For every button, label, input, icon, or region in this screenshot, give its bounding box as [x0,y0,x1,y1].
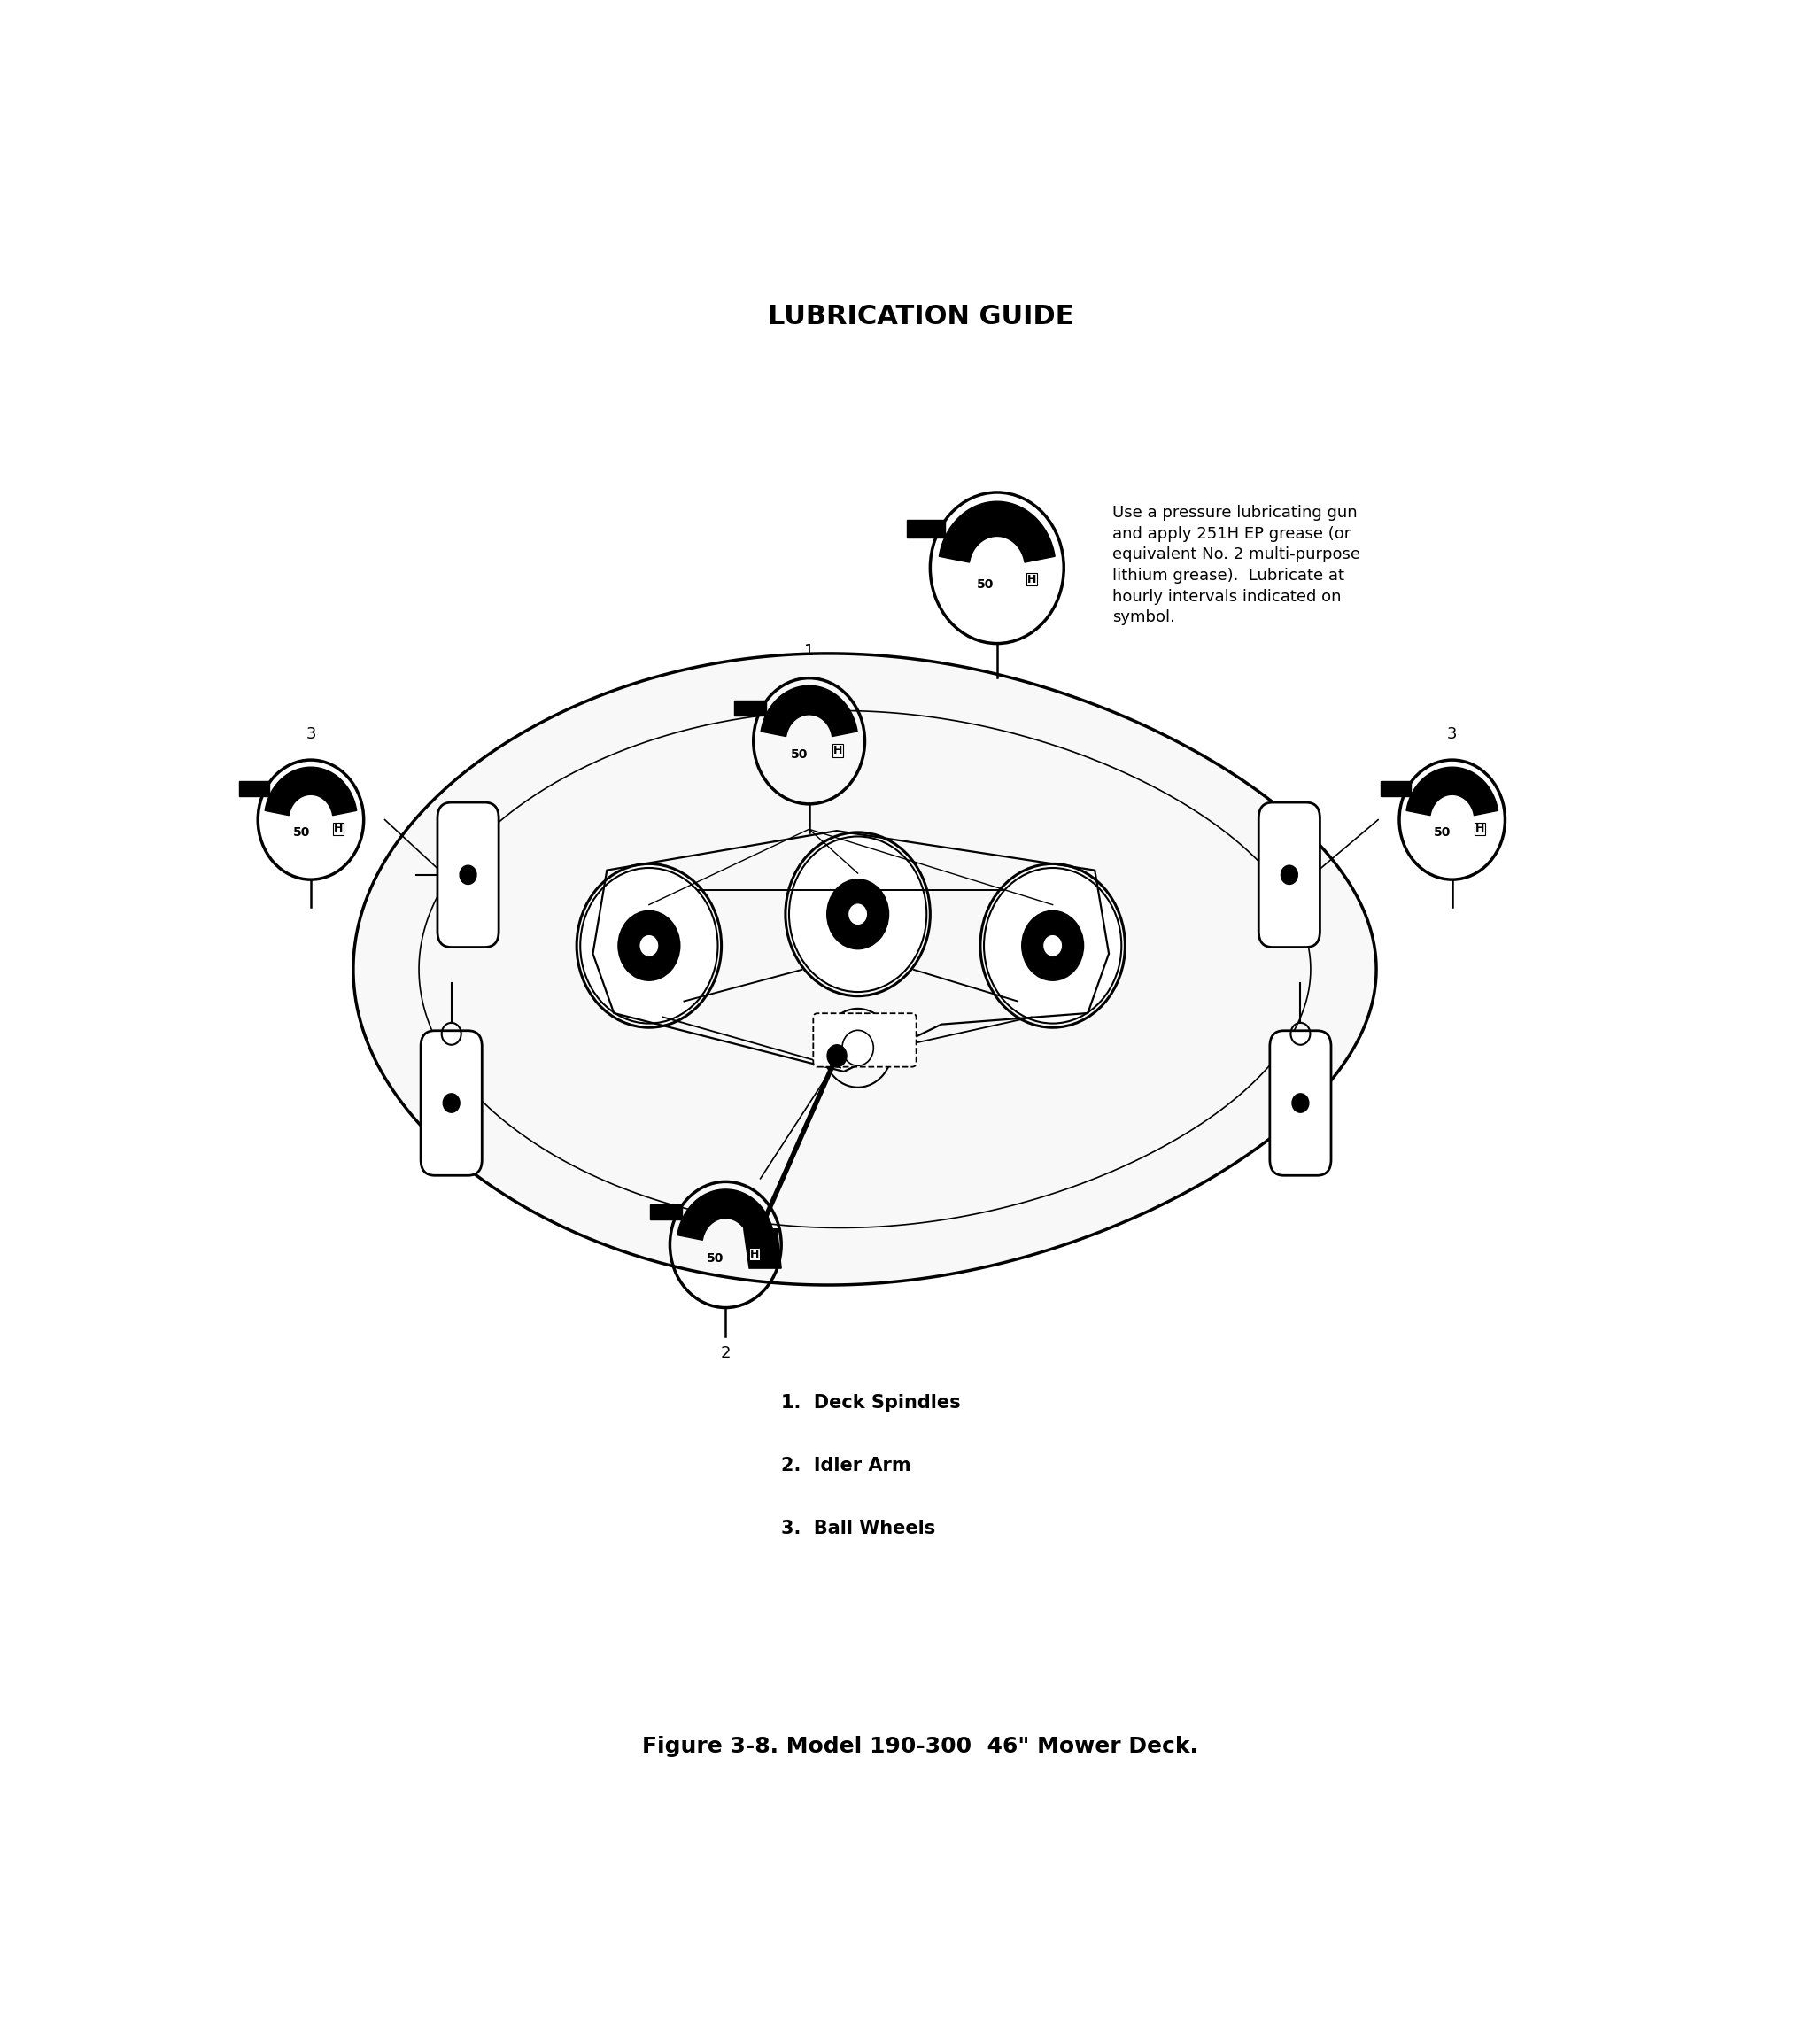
Circle shape [1022,912,1083,981]
Text: 3.  Ball Wheels: 3. Ball Wheels [781,1521,936,1537]
Circle shape [828,879,889,948]
Text: 2.  Idler Arm: 2. Idler Arm [781,1457,911,1476]
Polygon shape [354,654,1376,1286]
FancyBboxPatch shape [420,1030,481,1175]
Text: Use a pressure lubricating gun
and apply 251H EP grease (or
equivalent No. 2 mul: Use a pressure lubricating gun and apply… [1112,505,1361,625]
Circle shape [460,865,476,885]
Circle shape [1291,1094,1309,1112]
Polygon shape [1406,766,1498,816]
Circle shape [1043,934,1063,957]
Circle shape [580,869,718,1024]
Circle shape [444,1094,460,1112]
Text: 1: 1 [805,644,814,660]
FancyBboxPatch shape [438,803,499,946]
Polygon shape [650,1204,682,1220]
FancyBboxPatch shape [1259,803,1320,946]
Circle shape [984,869,1121,1024]
FancyBboxPatch shape [814,1014,916,1067]
Text: H: H [1475,824,1483,834]
Circle shape [842,1030,873,1065]
Text: 50: 50 [708,1253,724,1265]
Text: 3: 3 [1448,726,1457,742]
Circle shape [618,912,679,981]
Polygon shape [744,1228,781,1267]
Text: H: H [751,1249,760,1259]
Circle shape [1281,865,1299,885]
Polygon shape [266,766,357,816]
Text: 3: 3 [305,726,316,742]
Text: 1.  Deck Spindles: 1. Deck Spindles [781,1394,961,1412]
Text: Figure 3-8. Model 190-300  46" Mower Deck.: Figure 3-8. Model 190-300 46" Mower Deck… [643,1735,1198,1758]
Text: H: H [334,824,343,834]
Circle shape [788,836,927,991]
Text: 50: 50 [1433,826,1451,840]
Polygon shape [939,501,1054,562]
Text: 50: 50 [293,826,311,840]
Text: 50: 50 [790,748,808,760]
Polygon shape [239,781,269,795]
Text: LUBRICATION GUIDE: LUBRICATION GUIDE [767,303,1074,329]
Polygon shape [677,1190,774,1241]
Text: 2: 2 [720,1345,731,1361]
Circle shape [848,903,867,926]
Circle shape [639,934,659,957]
FancyBboxPatch shape [1270,1030,1331,1175]
Polygon shape [735,701,765,715]
Text: 50: 50 [977,578,993,591]
Circle shape [828,1044,846,1067]
Polygon shape [762,685,857,736]
Polygon shape [1381,781,1412,795]
Text: H: H [1027,574,1036,585]
Text: H: H [833,744,842,756]
Polygon shape [907,519,945,538]
